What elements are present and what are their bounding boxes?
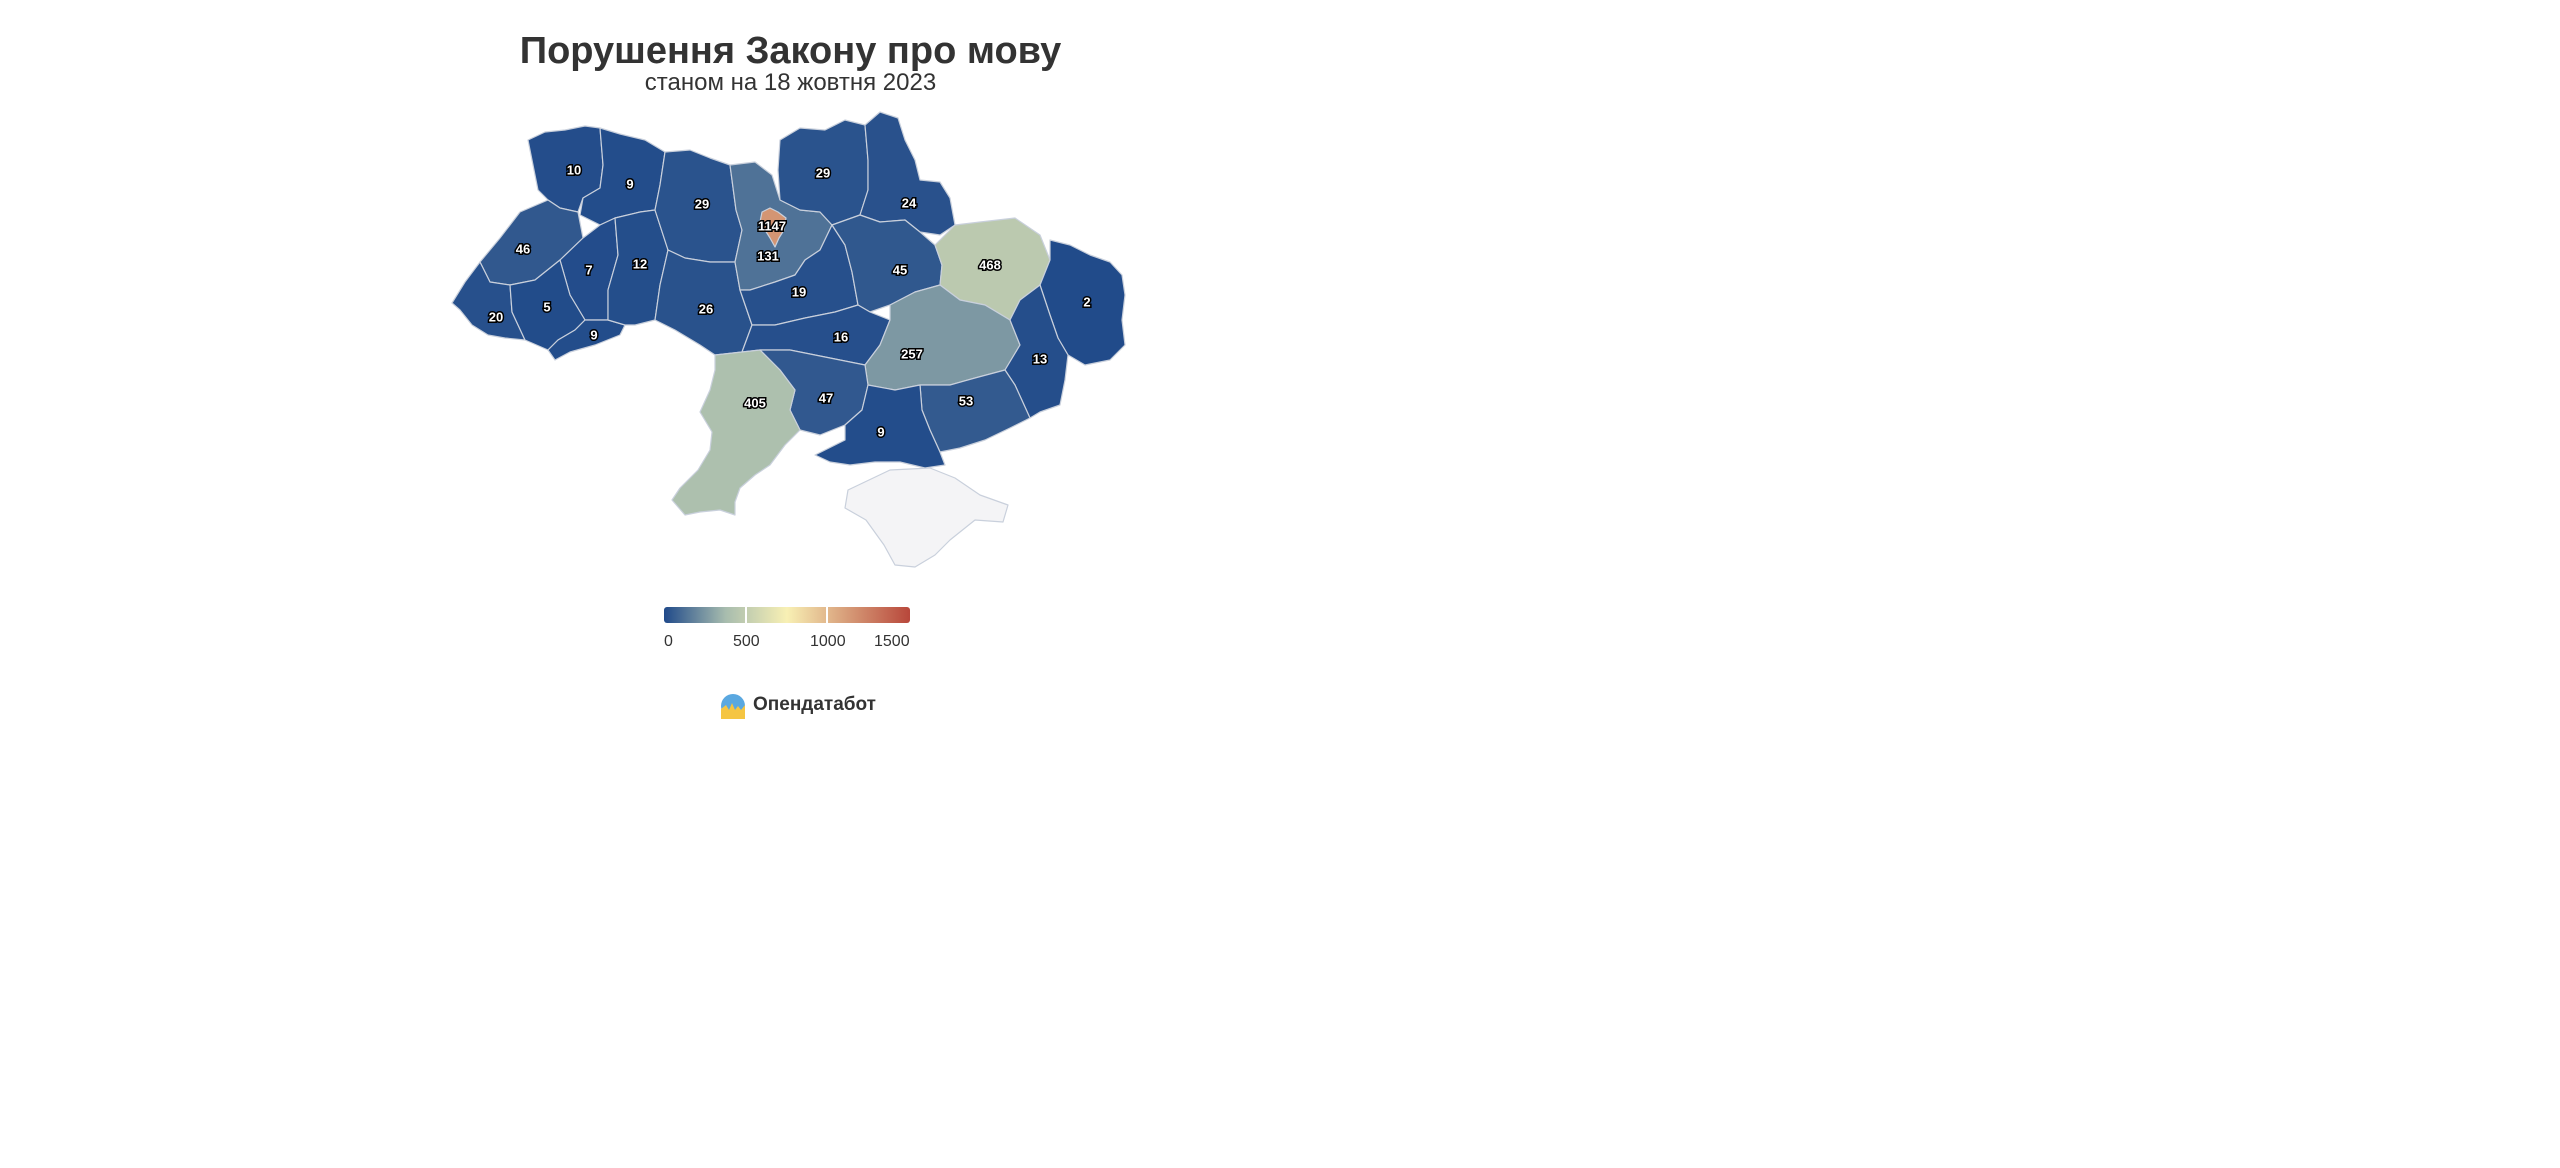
- region-value-ternopil: 7: [585, 263, 592, 278]
- region-zakarpattia[interactable]: [451, 261, 526, 341]
- region-value-khmelnytskyi: 12: [633, 257, 647, 272]
- region-value-sumy: 24: [902, 196, 917, 211]
- region-sumy[interactable]: [859, 111, 956, 236]
- region-value-kyiv-city: 1147: [758, 219, 786, 234]
- region-kherson[interactable]: [814, 384, 946, 469]
- legend-tick-500: [745, 607, 747, 623]
- region-value-ivano-frankivsk: 5: [543, 300, 550, 315]
- region-value-kharkiv: 468: [979, 258, 1001, 273]
- legend-label-0: 0: [664, 633, 673, 650]
- region-value-volyn: 10: [567, 163, 581, 178]
- region-value-donetsk: 13: [1033, 352, 1047, 367]
- region-value-vinnytsia: 26: [699, 302, 713, 317]
- brand: Опендатабот: [719, 690, 876, 720]
- legend-label-1000: 1000: [810, 633, 846, 650]
- region-value-zhytomyr: 29: [695, 197, 709, 212]
- legend-tick-1000: [826, 607, 828, 623]
- region-value-chernihiv: 29: [816, 166, 830, 181]
- region-odesa[interactable]: [671, 349, 801, 516]
- region-kyiv-city[interactable]: [759, 207, 787, 248]
- map-title: Порушення Закону про мову: [519, 30, 1062, 72]
- region-value-zaporizhzhia: 53: [959, 394, 973, 409]
- legend-label-1500: 1500: [874, 633, 910, 650]
- region-value-kirovohrad: 16: [834, 330, 848, 345]
- region-value-dnipropetrovsk: 257: [901, 347, 923, 362]
- map-subtitle: станом на 18 жовтня 2023: [644, 69, 937, 96]
- region-value-rivne: 9: [626, 177, 633, 192]
- region-crimea[interactable]: [844, 467, 1009, 568]
- region-value-chernivtsi: 9: [590, 328, 597, 343]
- opendatabot-sun-logo-icon: [721, 694, 745, 719]
- region-value-cherkasy: 19: [792, 285, 806, 300]
- region-value-poltava: 45: [893, 263, 907, 278]
- region-value-kyiv-oblast: 131: [757, 249, 779, 264]
- legend-label-500: 500: [733, 633, 760, 650]
- legend-color-scale: [664, 607, 910, 623]
- brand-name: Опендатабот: [753, 694, 876, 715]
- region-value-zakarpattia: 20: [489, 310, 503, 325]
- region-value-mykolaiv: 47: [819, 391, 833, 406]
- region-value-kherson: 9: [877, 425, 884, 440]
- region-value-odesa: 405: [744, 396, 766, 411]
- region-khmelnytskyi[interactable]: [607, 209, 669, 326]
- region-value-luhansk: 2: [1083, 295, 1090, 310]
- region-value-lviv: 46: [516, 242, 530, 257]
- region-chernivtsi[interactable]: [547, 319, 626, 361]
